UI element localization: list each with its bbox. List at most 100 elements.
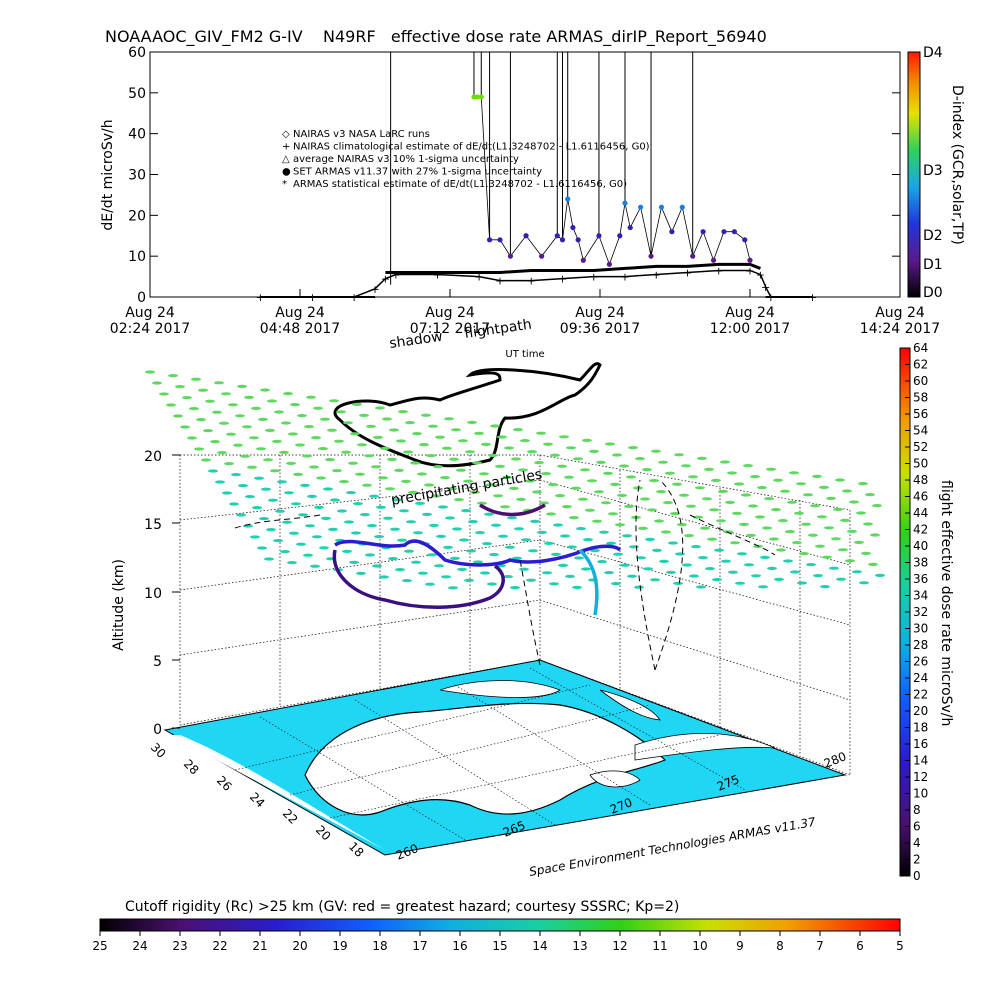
particle-mark (835, 478, 845, 482)
series-armas-point (486, 237, 493, 243)
particle-mark (565, 574, 575, 579)
particle-mark (599, 530, 609, 534)
particle-mark (543, 442, 553, 446)
latitude-tick: 22 (280, 806, 301, 827)
particle-mark (541, 472, 551, 476)
particle-mark (845, 559, 855, 563)
particle-mark (302, 454, 312, 458)
particle-mark (663, 501, 673, 505)
latitude-tick: 28 (181, 757, 202, 778)
particle-mark (429, 523, 439, 528)
particle-mark (212, 410, 222, 414)
particle-mark (389, 428, 399, 432)
particle-mark (434, 564, 444, 568)
particle-mark (774, 577, 784, 582)
particle-mark (396, 439, 406, 443)
particle-mark (790, 570, 800, 574)
annotation-credit: Space Environment Technologies ARMAS v11… (528, 815, 817, 879)
particle-mark (233, 443, 243, 447)
particle-mark (288, 432, 298, 436)
particle-mark (675, 552, 685, 556)
particle-mark (392, 498, 402, 502)
particle-mark (231, 473, 241, 477)
particle-mark (459, 538, 469, 542)
particle-mark (672, 482, 682, 486)
particle-mark (296, 542, 306, 546)
particle-mark (198, 388, 208, 392)
particle-mark (240, 454, 250, 458)
particle-mark (342, 549, 352, 554)
particle-mark (859, 581, 869, 585)
particle-mark (803, 493, 813, 497)
particle-mark (580, 468, 590, 472)
particle-mark (403, 450, 413, 454)
particle-mark (298, 513, 308, 517)
particle-mark (404, 549, 414, 553)
legend-label: NAIRAS climatological estimate of dE/dt(… (293, 142, 650, 153)
particle-mark (421, 413, 431, 417)
dose-tick: 22 (913, 688, 928, 702)
particle-mark (688, 475, 698, 479)
particle-mark (490, 424, 500, 428)
dose-rate-label: flight effective dose rate microSv/h (938, 480, 954, 726)
legend: ◇ NAIRAS v3 NASA LaRC runs+ NAIRAS climato… (282, 129, 650, 190)
particle-mark (551, 552, 561, 557)
particle-mark (159, 392, 169, 396)
dose-tick: 48 (913, 473, 928, 487)
particle-mark (336, 410, 346, 414)
dose-tick: 34 (913, 589, 928, 603)
particle-mark (767, 566, 777, 571)
particle-mark (168, 374, 178, 378)
particle-mark (640, 497, 650, 501)
particle-mark (787, 500, 797, 504)
altitude-tick: 15 (144, 517, 162, 533)
particle-mark (472, 461, 482, 465)
particle-mark (457, 567, 467, 572)
particle-mark (371, 465, 381, 469)
legend-symbol: ◇ (282, 129, 290, 140)
x-tick-label-time: 07:12 2017 (410, 321, 490, 337)
particle-mark (510, 586, 520, 590)
particle-mark (356, 571, 366, 576)
particle-mark (817, 515, 827, 519)
dose-tick: 2 (913, 853, 921, 867)
particle-mark (789, 471, 799, 475)
series-nairas-point: + (433, 269, 442, 282)
particle-mark (833, 507, 843, 511)
particle-mark (734, 482, 744, 486)
x-tick-label-date: Aug 24 (725, 305, 775, 321)
particle-mark (750, 475, 760, 479)
particle-mark (861, 551, 871, 556)
series-nairas-point: + (745, 264, 754, 277)
altitude-axis: 0 5 10 15 20 (144, 449, 180, 738)
particle-mark (372, 564, 382, 568)
particle-mark (194, 447, 204, 451)
particle-mark (875, 573, 885, 578)
dose-tick: 6 (913, 820, 921, 834)
altitude-tick: 20 (144, 449, 162, 465)
particle-mark (304, 425, 314, 429)
particle-mark (842, 489, 852, 493)
particle-mark (263, 458, 273, 462)
particle-mark (659, 559, 669, 564)
particle-mark (238, 484, 248, 488)
particle-mark (519, 567, 529, 571)
particle-mark (244, 395, 254, 399)
particle-mark (235, 414, 245, 418)
particle-mark (486, 483, 496, 487)
particle-mark (737, 552, 747, 556)
particle-mark (357, 443, 367, 447)
particle-mark (441, 575, 451, 579)
particle-mark (762, 526, 772, 530)
particle-mark (480, 571, 490, 575)
particle-mark (606, 541, 616, 545)
particle-mark (351, 531, 361, 535)
series-nairas-point: + (527, 275, 536, 288)
rigidity-tick: 8 (776, 939, 784, 953)
rigidity-tick: 20 (292, 939, 307, 953)
particle-mark (152, 381, 162, 385)
particle-mark (801, 522, 811, 526)
rigidity-tick: 7 (816, 939, 824, 953)
series-nairas-point: + (652, 269, 661, 282)
